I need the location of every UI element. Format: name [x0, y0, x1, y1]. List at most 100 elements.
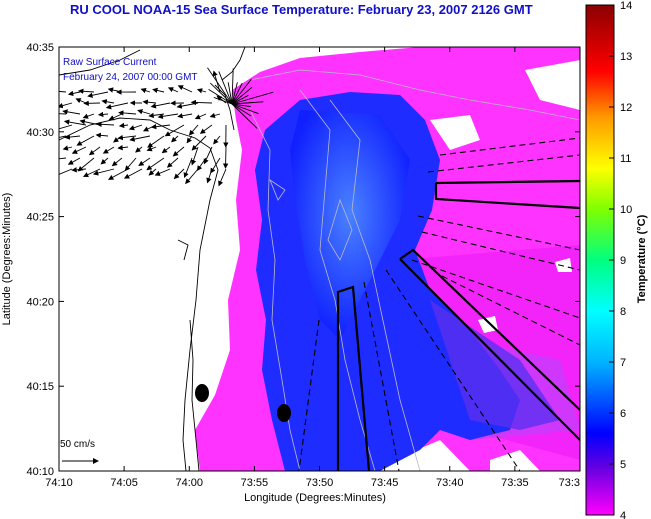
current-vector	[196, 88, 207, 94]
transect-lines	[298, 137, 580, 471]
current-vector	[188, 124, 199, 136]
current-vector	[231, 103, 258, 129]
current-vector	[82, 113, 95, 119]
y-tick-label: 40:30	[26, 127, 54, 139]
current-vector	[157, 113, 179, 120]
current-vector	[213, 96, 233, 105]
current-vector	[135, 146, 143, 153]
current-vector	[59, 135, 67, 138]
current-vector	[128, 124, 143, 131]
colorbar-tick-label: 10	[620, 204, 632, 216]
current-vector	[150, 102, 171, 109]
x-tick-label: 73:35	[501, 477, 529, 489]
colorbar-tick-label: 13	[620, 51, 632, 63]
current-vector	[185, 168, 199, 185]
current-vector	[108, 168, 129, 180]
current-vector	[123, 168, 143, 179]
current-vector	[231, 78, 252, 105]
current-vector	[138, 157, 151, 167]
colorbar-tick-label: 11	[620, 153, 631, 165]
sst-plot-area	[59, 47, 580, 471]
current-vector	[71, 146, 87, 154]
current-vector	[87, 91, 109, 98]
current-vector	[62, 109, 81, 115]
x-tick-label: 73:40	[436, 477, 464, 489]
current-vector	[190, 99, 213, 106]
current-vector	[218, 168, 227, 187]
current-vector	[196, 157, 207, 172]
y-axis-label: Latitude (Degrees:Minutes)	[1, 193, 13, 326]
current-vector	[199, 124, 213, 134]
current-vector	[186, 135, 193, 144]
current-vector	[231, 82, 243, 105]
current-vector	[231, 94, 249, 105]
current-vector	[218, 71, 233, 105]
y-tick-label: 40:10	[26, 466, 54, 478]
coastline	[59, 47, 246, 471]
y-tick-label: 40:35	[26, 42, 54, 54]
y-axis: 40:35 40:30 40:25 40:20 40:15 40:10	[26, 42, 580, 478]
x-tick-label: 73:55	[241, 477, 269, 489]
current-vector	[167, 87, 179, 93]
x-tick-label: 73:45	[371, 477, 399, 489]
colorbar-tick-label: 4	[620, 510, 626, 519]
x-tick-label: 73:3	[559, 477, 580, 489]
current-vector	[222, 146, 229, 169]
current-vector	[191, 135, 207, 151]
colorbar-tick-label: 12	[620, 102, 632, 114]
current-vector	[231, 82, 238, 105]
current-vector	[100, 157, 109, 165]
current-vector	[203, 146, 213, 165]
current-vector	[146, 146, 157, 152]
current-vector	[209, 112, 221, 119]
current-vector	[147, 135, 165, 148]
station-marker	[195, 384, 209, 402]
current-vector	[64, 134, 81, 140]
current-vector	[95, 132, 109, 139]
current-vector	[161, 146, 171, 154]
current-vector	[76, 135, 95, 146]
current-vector	[71, 167, 87, 173]
current-vector	[209, 82, 233, 105]
current-vector	[231, 86, 253, 105]
current-vector	[177, 113, 193, 119]
x-tick-label: 74:10	[45, 477, 73, 489]
current-vector	[63, 119, 87, 126]
current-vector	[227, 82, 233, 105]
current-vector	[148, 168, 157, 176]
current-vector	[166, 157, 179, 168]
x-axis-label: Longitude (Degrees:Minutes)	[244, 492, 386, 504]
current-vector	[118, 122, 129, 129]
colorbar-tick-label: 5	[620, 459, 626, 471]
current-vector	[190, 146, 199, 166]
surface-current-vectors	[59, 67, 274, 187]
current-vector	[62, 145, 73, 151]
current-vector	[78, 88, 95, 94]
current-vector	[117, 144, 129, 151]
current-vector	[97, 111, 109, 118]
current-vector	[117, 134, 137, 141]
current-vector	[150, 123, 171, 130]
current-vector	[77, 157, 95, 172]
map-title: RU COOL NOAA-15 Sea Surface Temperature:…	[70, 2, 533, 17]
x-tick-label: 74:05	[110, 477, 138, 489]
current-vector	[142, 99, 157, 105]
current-vector	[231, 101, 264, 105]
y-tick-label: 40:15	[26, 381, 54, 393]
current-legend-time: February 24, 2007 00:00 GMT	[63, 72, 198, 83]
current-vector	[124, 157, 137, 172]
current-vector	[88, 146, 101, 156]
transect-boxes	[336, 179, 580, 471]
current-vector	[154, 168, 171, 176]
current-vector	[67, 157, 81, 165]
current-vector	[213, 135, 221, 145]
bathymetry-contours	[249, 69, 580, 471]
current-vector	[137, 109, 151, 115]
current-vector	[82, 168, 101, 178]
current-vector	[102, 146, 115, 154]
colorbar-tick-label: 8	[620, 306, 626, 318]
x-axis: 74:10 74:05 74:00 73:55 73:50 73:45 73:40 73:35…	[45, 47, 581, 489]
current-vector	[173, 168, 185, 180]
current-vector	[118, 110, 137, 116]
current-vector	[207, 67, 233, 105]
